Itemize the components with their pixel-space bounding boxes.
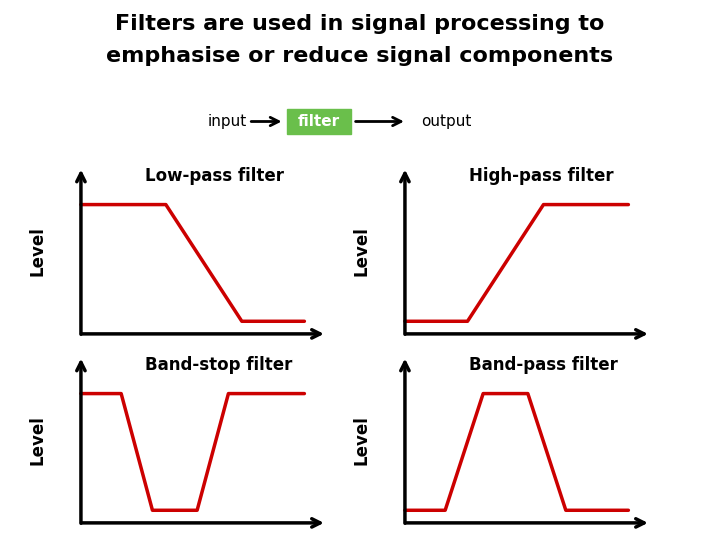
Text: Band-pass filter: Band-pass filter — [469, 356, 618, 374]
Text: Band-stop filter: Band-stop filter — [145, 356, 292, 374]
Text: Filters are used in signal processing to: Filters are used in signal processing to — [115, 14, 605, 33]
Text: output: output — [421, 114, 472, 129]
Text: Frequency: Frequency — [477, 372, 575, 390]
FancyBboxPatch shape — [287, 109, 351, 134]
Text: Level: Level — [352, 415, 370, 465]
Text: High-pass filter: High-pass filter — [469, 167, 613, 185]
Text: emphasise or reduce signal components: emphasise or reduce signal components — [107, 46, 613, 66]
Text: Level: Level — [28, 226, 46, 276]
Text: Low-pass filter: Low-pass filter — [145, 167, 284, 185]
Text: Level: Level — [352, 226, 370, 276]
Text: Level: Level — [28, 415, 46, 465]
Text: Frequency: Frequency — [153, 372, 251, 390]
Text: input: input — [207, 114, 246, 129]
Text: filter: filter — [297, 114, 340, 129]
